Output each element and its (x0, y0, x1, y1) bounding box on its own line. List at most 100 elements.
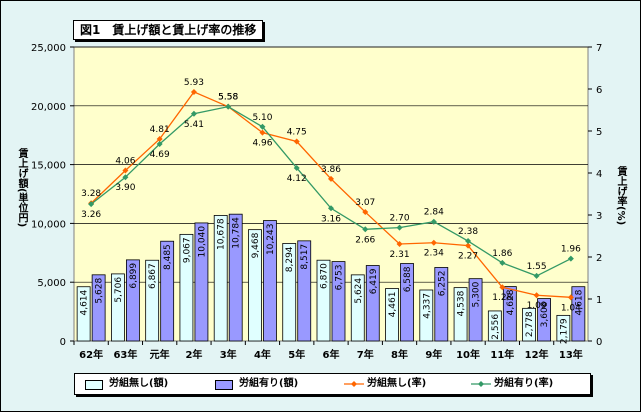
point-label: 4.81 (150, 125, 170, 135)
legend-label-union-none-amount: 労組無し(額) (109, 378, 169, 389)
bar (537, 298, 551, 342)
series-point (88, 201, 95, 208)
bar-label: 8,517 (300, 244, 310, 270)
bar (91, 274, 106, 342)
point-label: 4.75 (287, 128, 307, 138)
bar-label: 5,624 (354, 278, 364, 304)
y-tick-label-right: 2 (596, 253, 602, 264)
bar (350, 274, 365, 342)
series-point (156, 141, 163, 148)
legend-item-union-none-rate: 労組無し(率) (343, 374, 463, 394)
bar (76, 286, 91, 342)
point-label: 1.09 (527, 301, 547, 311)
series-point (430, 239, 437, 246)
x-tick-label: 2年 (185, 348, 202, 361)
series-point (156, 135, 163, 142)
x-tick-label: 5年 (288, 348, 305, 361)
bar-label: 6,899 (129, 263, 139, 289)
bar (522, 307, 536, 342)
bar (316, 259, 331, 342)
series-point (328, 205, 334, 212)
series-point (465, 238, 472, 245)
bar-label: 4,461 (388, 292, 398, 318)
series-point (499, 259, 506, 266)
bar (145, 259, 160, 342)
x-tick-label: 3年 (220, 348, 237, 361)
bar-label: 3,606 (540, 301, 550, 327)
x-tick-label: 4年 (254, 348, 271, 361)
bar-label: 10,678 (217, 218, 227, 250)
series-point (190, 88, 197, 95)
bar (263, 220, 277, 342)
plot-area (73, 46, 589, 342)
legend-item-union-none-amount: 労組無し(額) (85, 374, 205, 394)
point-label: 2.34 (424, 249, 444, 259)
y-tick-label-left: 5,000 (37, 278, 66, 289)
y-axis-label-left: 賃上げ額(単位円) (16, 148, 27, 228)
point-label: 4.06 (115, 156, 135, 166)
series-point (362, 209, 369, 216)
bar-label: 9,468 (251, 232, 261, 258)
point-label: 5.58 (218, 93, 238, 103)
series-point (567, 294, 574, 301)
bar-label: 8,485 (163, 244, 173, 270)
point-label: 5.93 (184, 78, 204, 88)
bar (126, 259, 140, 342)
point-label: 1.86 (492, 249, 512, 259)
series-point (259, 123, 266, 130)
y-tick-label-left: 20,000 (31, 102, 66, 113)
legend-swatch-union-none-amount (85, 380, 103, 390)
point-label: 2.38 (458, 227, 478, 237)
bar-label: 10,243 (266, 224, 276, 256)
bar (297, 240, 312, 342)
legend-marker-union-none-rate (344, 381, 364, 387)
series-point (465, 242, 472, 249)
legend-label-union-rate: 労組有り(率) (494, 378, 554, 389)
bar-label: 2,778 (525, 311, 535, 337)
legend-item-union-amount: 労組有り(額) (215, 374, 335, 394)
point-label: 3.28 (81, 189, 101, 199)
bar (468, 278, 483, 342)
x-tick-label: 13年 (559, 348, 583, 361)
bar-label: 10,784 (232, 217, 242, 249)
series-point (396, 240, 403, 247)
series-point (328, 175, 334, 182)
bar-label: 4,337 (422, 293, 432, 319)
legend-swatch-union-amount (215, 380, 233, 390)
bar-label: 6,867 (148, 263, 158, 289)
y-tick-label-left: 0 (60, 337, 66, 348)
point-label: 3.16 (321, 214, 341, 224)
x-tick-label: 元年 (150, 348, 170, 361)
point-label: 5.41 (184, 120, 204, 130)
bar (419, 289, 434, 342)
point-label: 1.55 (527, 262, 547, 272)
point-label: 4.69 (150, 150, 170, 160)
series-point (396, 224, 403, 231)
bar-label: 5,706 (114, 277, 124, 303)
point-label: 2.31 (390, 250, 410, 260)
bar (248, 229, 262, 342)
series-point (122, 167, 129, 174)
bar (194, 222, 209, 342)
x-tick-label: 62年 (79, 348, 103, 361)
y-tick-label-left: 25,000 (31, 43, 66, 54)
bar (282, 243, 297, 342)
bar-label: 2,179 (559, 318, 569, 344)
x-tick-label: 10年 (456, 348, 480, 361)
x-tick-label: 63年 (113, 348, 137, 361)
x-tick-label: 12年 (525, 348, 549, 361)
bar (400, 263, 414, 342)
bar (385, 288, 399, 342)
point-label: 2.70 (390, 214, 410, 224)
point-label: 4.12 (287, 174, 307, 184)
bar-label: 4,628 (506, 289, 516, 315)
bar-label: 9,067 (182, 237, 192, 263)
series-point (122, 174, 129, 181)
x-tick-label: 7年 (357, 348, 374, 361)
point-label: 2.84 (424, 208, 444, 218)
bar (571, 286, 586, 342)
bar-label: 10,040 (197, 226, 207, 258)
point-label: 2.66 (355, 235, 375, 245)
legend: 労組無し(額) 労組有り(額) 労組無し(率) 労組有り(率) (74, 373, 591, 395)
